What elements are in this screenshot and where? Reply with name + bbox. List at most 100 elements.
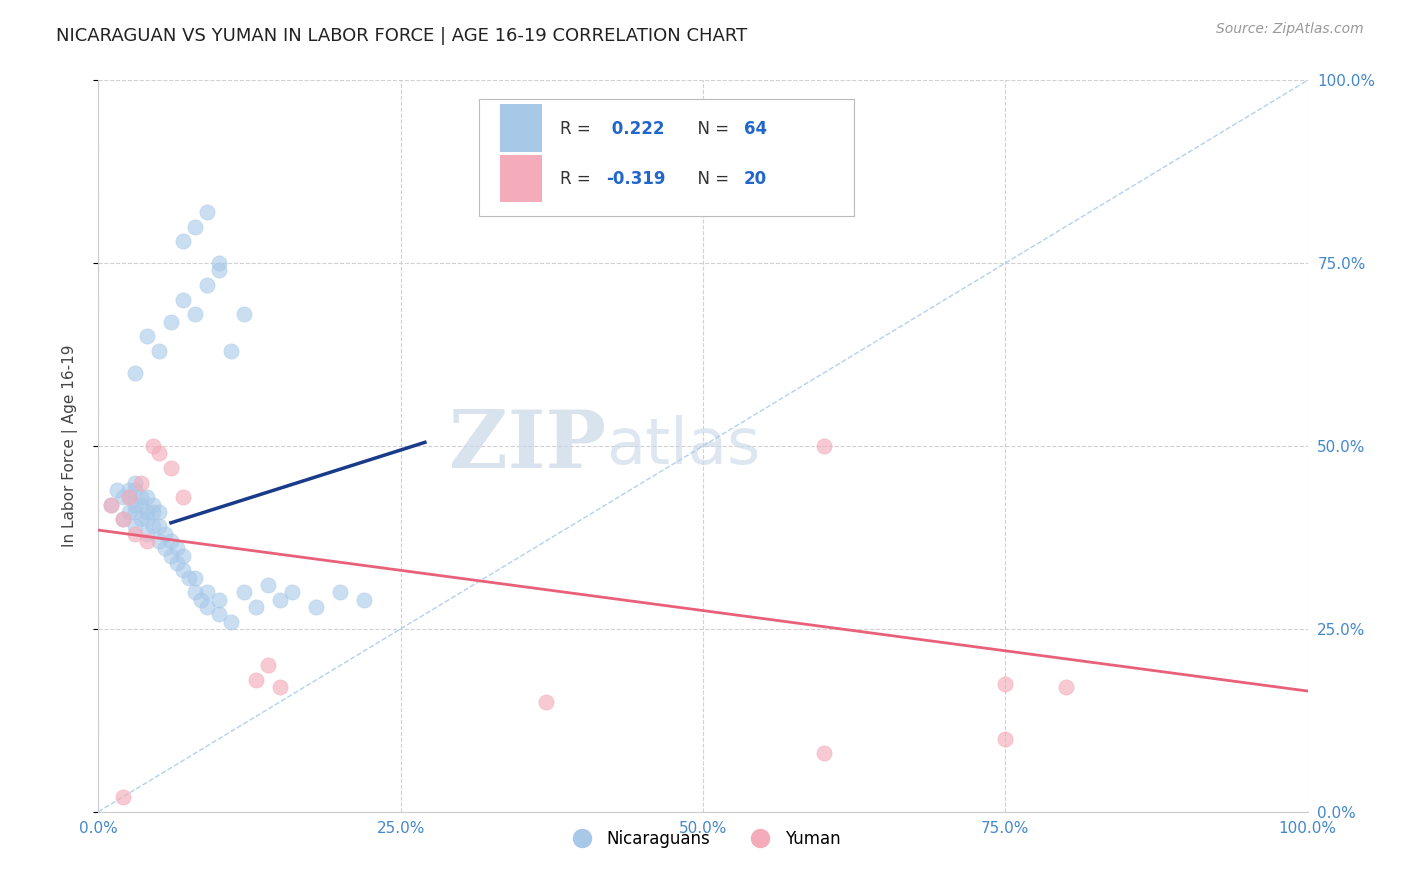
Point bbox=[124, 526, 146, 541]
Point bbox=[135, 526, 157, 541]
Point bbox=[142, 505, 165, 519]
Point bbox=[111, 490, 134, 504]
Point bbox=[118, 490, 141, 504]
Text: ZIP: ZIP bbox=[450, 407, 606, 485]
Point bbox=[100, 498, 122, 512]
Text: -0.319: -0.319 bbox=[606, 170, 666, 188]
Point bbox=[142, 498, 165, 512]
Point bbox=[329, 585, 352, 599]
Text: atlas: atlas bbox=[606, 415, 761, 477]
FancyBboxPatch shape bbox=[479, 99, 855, 216]
Point bbox=[281, 585, 304, 599]
Point bbox=[148, 446, 170, 460]
Point bbox=[245, 673, 267, 687]
Text: 64: 64 bbox=[744, 120, 768, 137]
Point bbox=[160, 534, 183, 549]
Point bbox=[135, 490, 157, 504]
Text: 0.222: 0.222 bbox=[606, 120, 665, 137]
Point bbox=[111, 512, 134, 526]
Point bbox=[153, 526, 176, 541]
Point bbox=[813, 746, 835, 760]
Point bbox=[135, 329, 157, 343]
Point bbox=[124, 475, 146, 490]
Point bbox=[994, 731, 1017, 746]
Text: NICARAGUAN VS YUMAN IN LABOR FORCE | AGE 16-19 CORRELATION CHART: NICARAGUAN VS YUMAN IN LABOR FORCE | AGE… bbox=[56, 27, 748, 45]
Point bbox=[1054, 681, 1077, 695]
Point bbox=[118, 505, 141, 519]
Point bbox=[118, 490, 141, 504]
Point bbox=[813, 439, 835, 453]
Point bbox=[195, 585, 218, 599]
Point bbox=[256, 658, 278, 673]
Point bbox=[129, 490, 152, 504]
FancyBboxPatch shape bbox=[501, 155, 543, 202]
Text: R =: R = bbox=[561, 170, 596, 188]
Point bbox=[195, 599, 218, 614]
Point bbox=[184, 307, 207, 321]
Point bbox=[534, 695, 557, 709]
Point bbox=[111, 790, 134, 805]
Point bbox=[105, 483, 128, 497]
Point bbox=[160, 549, 183, 563]
Point bbox=[184, 219, 207, 234]
Point bbox=[256, 578, 278, 592]
Point bbox=[148, 505, 170, 519]
Point bbox=[129, 498, 152, 512]
Point bbox=[148, 343, 170, 358]
Point bbox=[118, 483, 141, 497]
Point bbox=[129, 512, 152, 526]
Point bbox=[135, 512, 157, 526]
Point bbox=[135, 505, 157, 519]
Text: R =: R = bbox=[561, 120, 596, 137]
Point bbox=[190, 592, 212, 607]
Point bbox=[148, 519, 170, 533]
Point bbox=[148, 534, 170, 549]
Point bbox=[142, 439, 165, 453]
Point bbox=[208, 263, 231, 277]
Point bbox=[232, 585, 254, 599]
Point bbox=[172, 549, 194, 563]
Point bbox=[124, 498, 146, 512]
Point bbox=[100, 498, 122, 512]
Point bbox=[124, 366, 146, 380]
Point bbox=[195, 205, 218, 219]
Point bbox=[994, 676, 1017, 690]
Point bbox=[172, 234, 194, 248]
Point bbox=[269, 592, 291, 607]
Point bbox=[124, 483, 146, 497]
Text: 20: 20 bbox=[744, 170, 768, 188]
Point bbox=[160, 315, 183, 329]
Point bbox=[172, 293, 194, 307]
Point bbox=[208, 607, 231, 622]
Point bbox=[221, 343, 243, 358]
Point bbox=[172, 490, 194, 504]
Point bbox=[184, 585, 207, 599]
Point bbox=[166, 541, 188, 556]
Point bbox=[129, 475, 152, 490]
Point bbox=[184, 571, 207, 585]
Point bbox=[142, 519, 165, 533]
Point bbox=[135, 534, 157, 549]
Point bbox=[245, 599, 267, 614]
Point bbox=[153, 541, 176, 556]
Point bbox=[305, 599, 328, 614]
Point bbox=[269, 681, 291, 695]
Y-axis label: In Labor Force | Age 16-19: In Labor Force | Age 16-19 bbox=[62, 344, 77, 548]
Point bbox=[208, 256, 231, 270]
Point bbox=[166, 556, 188, 570]
Point bbox=[221, 615, 243, 629]
Point bbox=[124, 519, 146, 533]
FancyBboxPatch shape bbox=[501, 104, 543, 152]
Point bbox=[160, 461, 183, 475]
Legend: Nicaraguans, Yuman: Nicaraguans, Yuman bbox=[558, 823, 848, 855]
Point bbox=[232, 307, 254, 321]
Point bbox=[111, 512, 134, 526]
Point bbox=[179, 571, 201, 585]
Point bbox=[208, 592, 231, 607]
Text: Source: ZipAtlas.com: Source: ZipAtlas.com bbox=[1216, 22, 1364, 37]
Point bbox=[172, 563, 194, 577]
Text: N =: N = bbox=[688, 120, 735, 137]
Point bbox=[124, 505, 146, 519]
Point bbox=[195, 278, 218, 293]
Point bbox=[353, 592, 375, 607]
